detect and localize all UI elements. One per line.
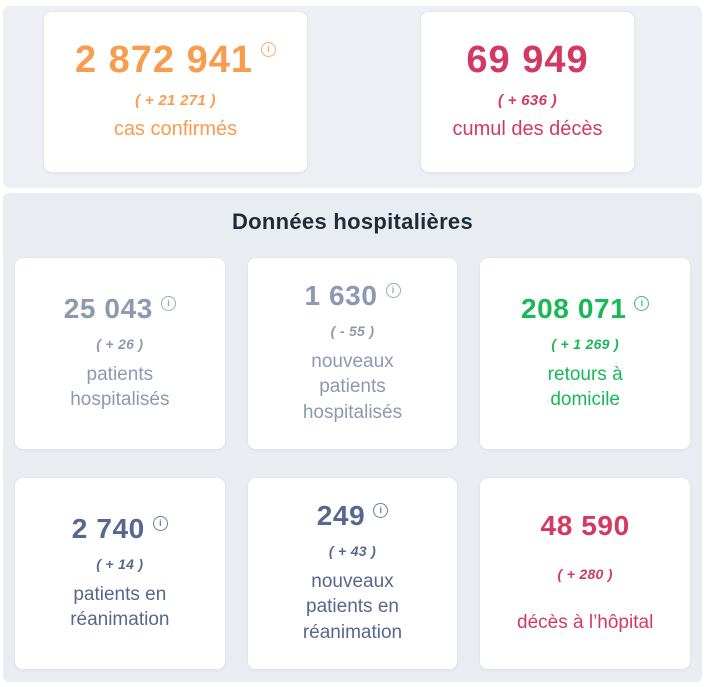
stat-value-row: 2 740 i bbox=[71, 512, 168, 544]
stat-delta: ( + 43 ) bbox=[328, 543, 377, 560]
info-icon[interactable]: i bbox=[152, 515, 168, 531]
stat-value-row: 1 630 i bbox=[304, 280, 401, 312]
stat-label: décès à l’hôpital bbox=[517, 611, 654, 633]
info-icon[interactable]: i bbox=[634, 295, 650, 311]
info-icon-glyph: i bbox=[391, 285, 395, 296]
covid-dashboard: { "colors": { "orange": "#f89c4e", "crim… bbox=[0, 6, 705, 687]
stat-value-row: 249 i bbox=[317, 502, 389, 530]
stat-label: nouveaux patients hospitalisés bbox=[302, 351, 403, 423]
stat-value: 69 949 bbox=[466, 39, 589, 82]
info-icon[interactable]: i bbox=[373, 503, 389, 519]
summary-panel: 2 872 941 i ( + 21 271 ) cas confirmés 6… bbox=[3, 6, 702, 188]
stat-value-row: 69 949 bbox=[466, 41, 588, 79]
stat-card-retours-a-domicile: 208 071 i ( + 1 269 ) retours à domicile bbox=[479, 257, 691, 450]
info-icon-glyph: i bbox=[167, 297, 170, 308]
stat-delta: ( + 280 ) bbox=[557, 565, 613, 582]
hospital-cards-grid: 25 043 i ( + 26 ) patients hospitalisés … bbox=[14, 257, 691, 670]
stat-delta: ( + 21 271 ) bbox=[135, 92, 216, 110]
info-icon-glyph: i bbox=[267, 44, 270, 55]
stat-value-row: 208 071 i bbox=[520, 292, 650, 324]
stat-delta: ( + 26 ) bbox=[96, 335, 144, 352]
stat-value-row: 2 872 941 i bbox=[74, 39, 277, 82]
stat-value-row: 48 590 bbox=[540, 509, 630, 541]
stat-label: nouveaux patients en réanimation bbox=[302, 571, 403, 643]
info-icon-glyph: i bbox=[159, 517, 162, 528]
stat-value: 249 bbox=[316, 500, 366, 532]
hospital-panel: Données hospitalières 25 043 i ( + 26 ) … bbox=[3, 193, 702, 682]
stat-card-cas-confirmes: 2 872 941 i ( + 21 271 ) cas confirmés bbox=[43, 11, 308, 173]
info-icon-glyph: i bbox=[640, 297, 644, 308]
stat-card-deces-a-l-hopital: 48 590 ( + 280 ) décès à l’hôpital bbox=[479, 477, 691, 670]
stat-value: 2 740 bbox=[71, 512, 145, 544]
stat-label: patients hospitalisés bbox=[70, 363, 170, 410]
stat-delta: ( + 1 269 ) bbox=[551, 335, 619, 352]
stat-value: 1 630 bbox=[304, 280, 378, 312]
stat-value: 48 590 bbox=[540, 509, 630, 541]
info-icon[interactable]: i bbox=[160, 295, 176, 311]
stat-delta: ( + 636 ) bbox=[498, 92, 557, 110]
stat-value: 208 071 bbox=[520, 292, 627, 324]
stat-card-cumul-deces: 69 949 ( + 636 ) cumul des décès bbox=[420, 11, 635, 173]
stat-label: patients en réanimation bbox=[70, 583, 170, 630]
stat-value-row: 25 043 i bbox=[63, 292, 176, 324]
info-icon[interactable]: i bbox=[261, 42, 277, 58]
stat-delta: ( - 55 ) bbox=[330, 323, 375, 340]
stat-card-patients-hospitalises: 25 043 i ( + 26 ) patients hospitalisés bbox=[14, 257, 226, 450]
stat-label: cumul des décès bbox=[452, 118, 603, 141]
stat-card-nouveaux-patients-hospitalises: 1 630 i ( - 55 ) nouveaux patients hospi… bbox=[246, 257, 459, 450]
section-title: Données hospitalières bbox=[231, 209, 474, 234]
stat-label: retours à domicile bbox=[547, 363, 623, 410]
stat-card-patients-en-reanimation: 2 740 i ( + 14 ) patients en réanimation bbox=[14, 477, 226, 670]
info-icon[interactable]: i bbox=[385, 283, 401, 299]
info-icon-glyph: i bbox=[379, 505, 382, 516]
stat-label: cas confirmés bbox=[113, 118, 238, 141]
summary-cards-row: 2 872 941 i ( + 21 271 ) cas confirmés 6… bbox=[3, 11, 702, 173]
stat-delta: ( + 14 ) bbox=[96, 555, 144, 572]
stat-card-nouveaux-patients-en-reanimation: 249 i ( + 43 ) nouveaux patients en réan… bbox=[246, 477, 459, 670]
stat-value: 2 872 941 bbox=[74, 39, 254, 82]
stat-value: 25 043 bbox=[63, 292, 153, 324]
